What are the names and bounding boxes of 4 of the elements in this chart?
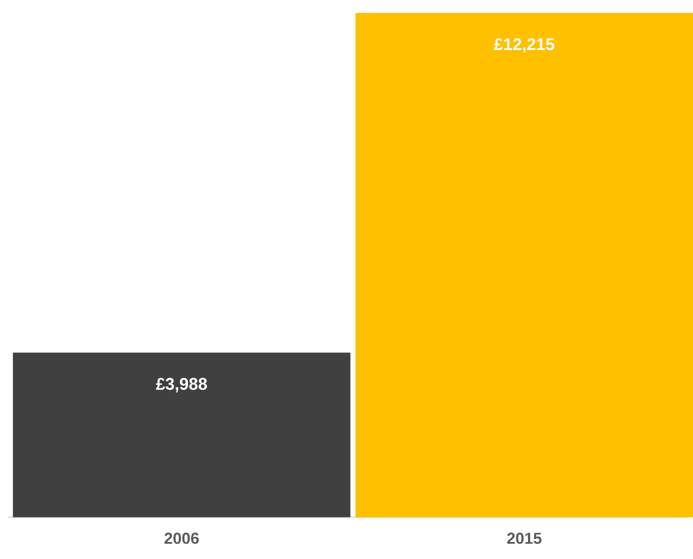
x-tick-label: 2015 bbox=[507, 532, 542, 544]
x-tick-label: 2006 bbox=[164, 532, 199, 544]
data-label: £12,215 bbox=[494, 38, 554, 53]
data-label: £3,988 bbox=[156, 378, 207, 392]
